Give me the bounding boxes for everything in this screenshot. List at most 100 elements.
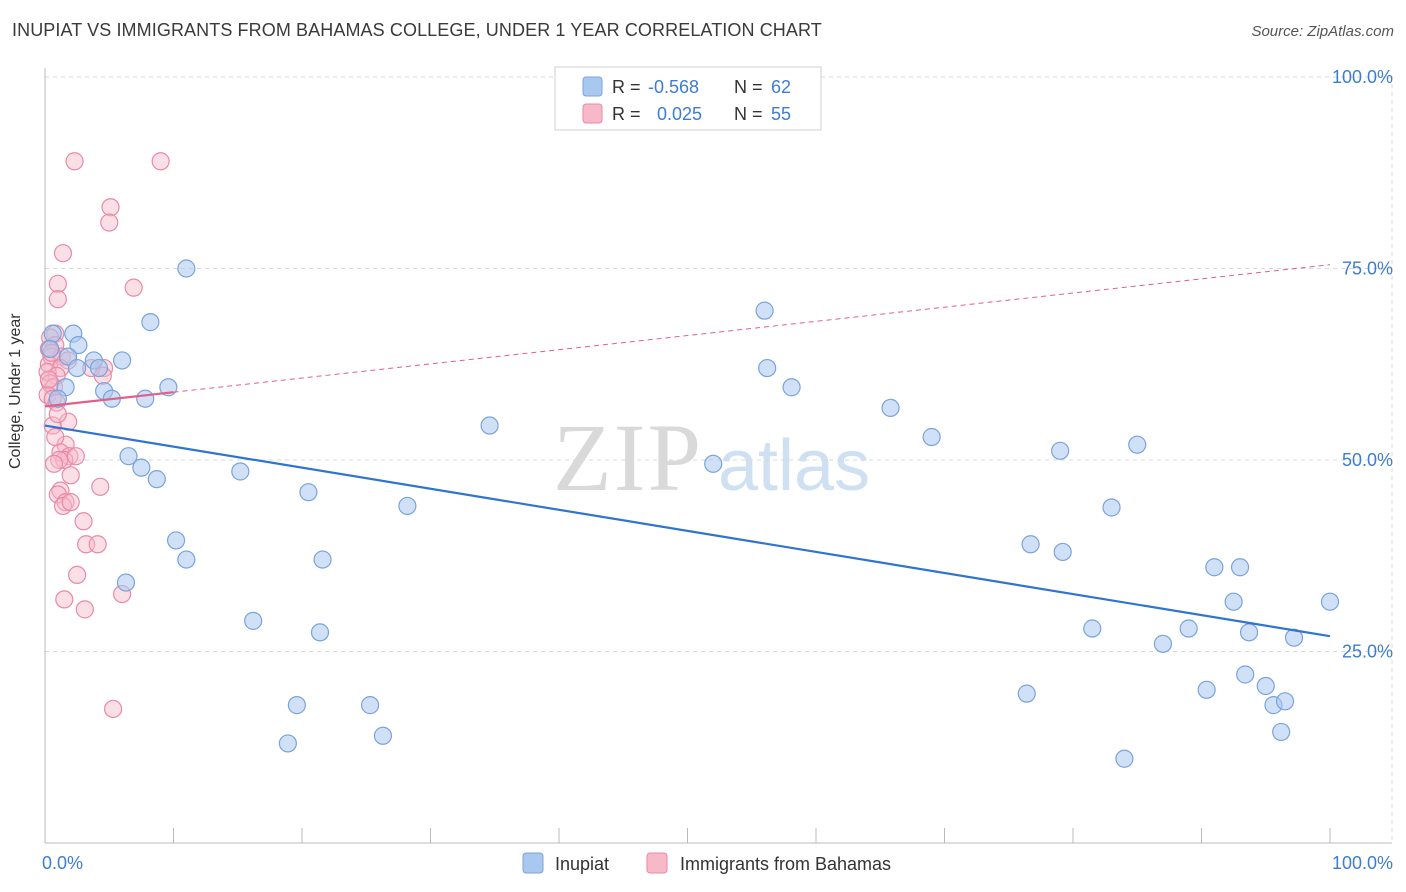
point-inupiat-7 [89,358,109,378]
point-inupiat-50 [1205,558,1224,577]
point-bahamas-6 [124,278,143,297]
stats-r-value-1: -0.568 [648,77,699,97]
point-bahamas-33 [66,447,85,466]
point-inupiat-30 [373,726,393,745]
point-inupiat-47 [1153,634,1173,653]
point-inupiat-6 [68,358,87,378]
point-inupiat-26 [310,623,330,642]
point-bahamas-28 [43,416,62,435]
point-inupiat-17 [132,458,151,477]
point-inupiat-20 [177,550,196,569]
point-inupiat-28 [278,734,297,753]
y-tick-label-100: 100.0% [1332,67,1393,87]
point-inupiat-55 [1256,676,1275,696]
chart-title: INUPIAT VS IMMIGRANTS FROM BAHAMAS COLLE… [12,20,822,40]
point-bahamas-43 [88,535,107,554]
stats-n-label-1: N = [734,77,763,97]
stats-r-label-1: R = [612,77,641,97]
point-bahamas-52 [61,466,80,485]
point-inupiat-3 [69,336,88,355]
point-inupiat-51 [1224,592,1243,611]
tick-labels: 25.0% 50.0% 75.0% 100.0% 0.0% 100.0% [42,67,1393,873]
stats-r-label-2: R = [612,104,641,124]
legend-label-bahamas: Immigrants from Bahamas [680,854,891,874]
stats-legend-swatch-inupiat [582,76,603,97]
point-inupiat-60 [1320,592,1340,611]
point-inupiat-32 [480,416,499,435]
point-inupiat-43 [1083,619,1102,638]
x-tick-label-max: 100.0% [1332,853,1393,873]
legend-swatch-inupiat [522,852,544,874]
point-inupiat-49 [1197,680,1216,699]
point-inupiat-8 [112,351,132,370]
point-bahamas-50 [48,404,67,424]
stats-legend-swatch-bahamas [582,103,603,124]
point-bahamas-38 [91,477,110,496]
point-bahamas-1 [151,152,170,171]
point-inupiat-58 [1275,692,1295,711]
trend-line-bahamas-dashed [173,264,1331,393]
point-inupiat-54 [1239,623,1259,642]
point-inupiat-53 [1236,665,1255,684]
point-bahamas-17 [38,362,57,382]
point-bahamas-54 [68,565,87,585]
legend-swatch-bahamas [646,852,668,874]
point-inupiat-19 [166,531,186,550]
point-inupiat-34 [755,301,774,320]
watermark-atlas: atlas [718,426,870,506]
point-bahamas-53 [74,512,93,531]
point-inupiat-24 [313,550,332,569]
point-inupiat-37 [881,398,900,418]
trend-line-inupiat [44,424,1331,638]
point-inupiat-41 [1051,441,1070,460]
point-inupiat-61 [48,389,67,408]
point-inupiat-31 [398,496,417,516]
point-inupiat-39 [1021,535,1040,554]
point-inupiat-18 [147,470,166,489]
point-inupiat-21 [116,573,136,592]
point-bahamas-46 [75,600,94,619]
point-inupiat-42 [1053,542,1072,562]
point-inupiat-0 [43,324,62,343]
trend-lines [44,264,1331,638]
stats-legend: R = -0.568 N = 62 R = 0.025 N = 55 [554,66,822,131]
point-bahamas-2 [101,198,120,217]
point-bahamas-5 [48,274,67,293]
axes [44,68,1392,844]
y-tick-label-25: 25.0% [1342,642,1393,662]
point-inupiat-48 [1179,619,1198,638]
point-bahamas-3 [100,213,119,232]
stats-n-value-1: 62 [771,77,791,97]
point-inupiat-35 [758,358,777,378]
point-inupiat-23 [299,483,318,502]
point-inupiat-45 [1128,435,1147,454]
point-inupiat-36 [782,378,801,397]
stats-r-value-2: 0.025 [657,104,702,124]
point-bahamas-47 [104,699,123,719]
point-inupiat-25 [244,611,263,630]
y-axis-title: College, Under 1 year [7,313,24,469]
point-inupiat-33 [704,454,723,473]
point-inupiat-57 [1272,722,1291,742]
series-inupiat [41,259,1340,768]
watermark-zip: ZIP [553,404,703,511]
point-bahamas-49 [39,370,58,389]
point-bahamas-51 [46,427,65,447]
point-bahamas-32 [55,450,74,470]
point-inupiat-2 [41,339,60,359]
stats-n-label-2: N = [734,104,763,124]
trend-line-bahamas-solid [44,391,174,408]
point-inupiat-38 [922,427,941,447]
point-inupiat-46 [1115,749,1134,768]
point-bahamas-0 [65,152,84,171]
point-inupiat-27 [287,696,306,715]
point-inupiat-14 [177,259,196,278]
point-inupiat-40 [1017,684,1036,703]
point-inupiat-52 [1230,558,1250,577]
y-tick-label-50: 50.0% [1342,450,1393,470]
stats-n-value-2: 55 [771,104,791,124]
point-inupiat-16 [119,447,138,466]
point-bahamas-44 [55,590,74,609]
y-tick-label-75: 75.0% [1342,259,1393,279]
